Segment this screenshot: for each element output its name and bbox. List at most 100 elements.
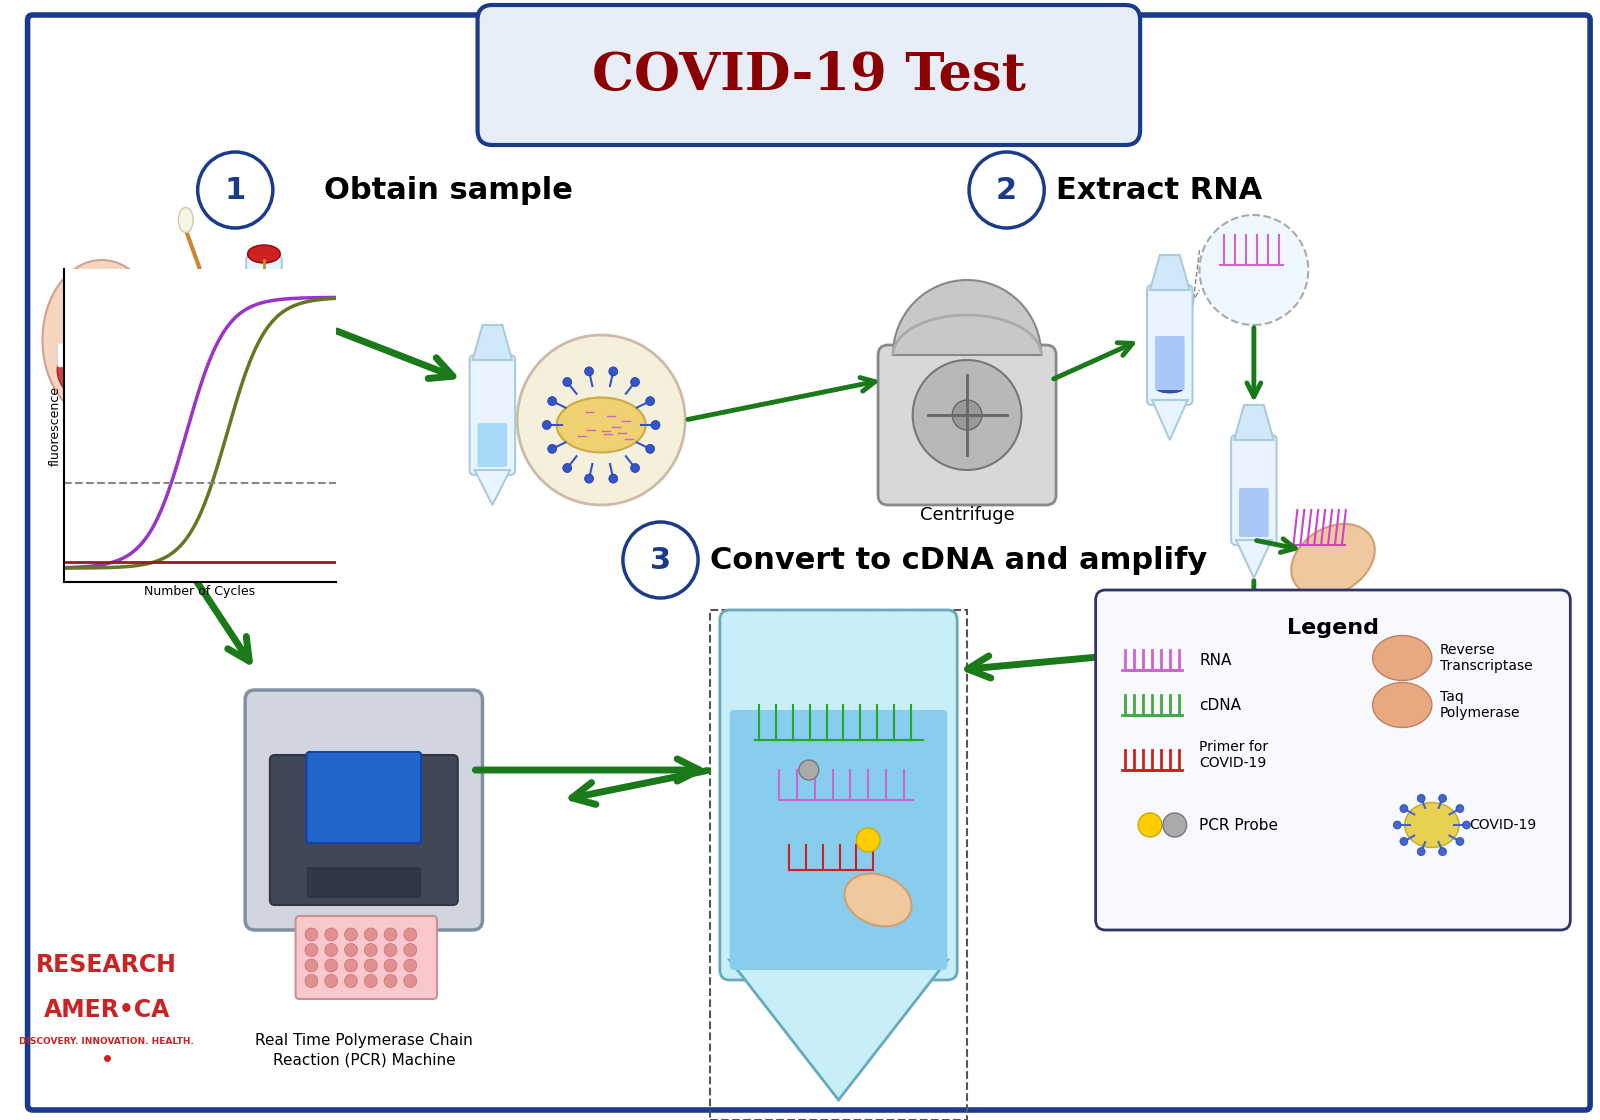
Circle shape [1456, 838, 1464, 846]
Ellipse shape [845, 874, 912, 926]
Circle shape [610, 367, 618, 376]
Circle shape [1200, 215, 1309, 325]
FancyBboxPatch shape [1238, 488, 1269, 536]
FancyBboxPatch shape [251, 343, 277, 396]
Circle shape [306, 974, 318, 988]
Circle shape [970, 152, 1045, 228]
FancyBboxPatch shape [27, 15, 1590, 1110]
Circle shape [344, 943, 357, 956]
Circle shape [1163, 813, 1187, 837]
FancyBboxPatch shape [470, 355, 515, 475]
Text: COVID-19: COVID-19 [1469, 818, 1536, 832]
Circle shape [403, 959, 416, 972]
Polygon shape [1234, 405, 1274, 440]
Circle shape [325, 943, 338, 956]
Circle shape [344, 959, 357, 972]
Circle shape [306, 959, 318, 972]
FancyBboxPatch shape [477, 4, 1141, 144]
Circle shape [547, 445, 557, 454]
FancyBboxPatch shape [1230, 435, 1277, 545]
Circle shape [622, 522, 698, 598]
Ellipse shape [1373, 635, 1432, 681]
Text: Real Time Polymerase Chain
Reaction (PCR) Machine: Real Time Polymerase Chain Reaction (PCR… [254, 1033, 472, 1067]
Circle shape [384, 974, 397, 988]
Ellipse shape [178, 207, 194, 233]
Y-axis label: fluorescence: fluorescence [48, 385, 61, 466]
FancyBboxPatch shape [730, 710, 947, 970]
Polygon shape [472, 325, 512, 360]
Circle shape [403, 943, 416, 956]
Circle shape [630, 377, 640, 386]
Ellipse shape [43, 260, 162, 420]
Text: Centrifuge: Centrifuge [920, 506, 1014, 524]
Circle shape [563, 377, 571, 386]
Polygon shape [1237, 540, 1272, 578]
FancyBboxPatch shape [1147, 284, 1192, 405]
Text: RESEARCH: RESEARCH [37, 953, 178, 977]
Circle shape [1418, 794, 1426, 802]
Text: 3: 3 [650, 545, 670, 575]
Circle shape [365, 943, 378, 956]
Text: Extract RNA: Extract RNA [1056, 176, 1262, 205]
Ellipse shape [557, 398, 646, 452]
Text: Obtain sample: Obtain sample [325, 176, 573, 205]
Circle shape [1400, 804, 1408, 812]
Circle shape [912, 360, 1021, 470]
FancyBboxPatch shape [246, 256, 282, 404]
Text: Reverse
Transcriptase: Reverse Transcriptase [1440, 643, 1533, 673]
Circle shape [584, 474, 594, 483]
Text: Legend: Legend [1286, 618, 1379, 638]
Circle shape [517, 335, 685, 505]
Ellipse shape [250, 390, 278, 402]
Ellipse shape [1405, 803, 1459, 848]
Circle shape [1456, 804, 1464, 812]
Circle shape [584, 367, 594, 376]
Ellipse shape [218, 334, 232, 356]
Circle shape [365, 928, 378, 941]
Circle shape [306, 943, 318, 956]
Circle shape [325, 959, 338, 972]
Polygon shape [730, 960, 947, 1100]
X-axis label: Number of Cycles: Number of Cycles [144, 585, 256, 598]
Text: PCR Probe: PCR Probe [1200, 818, 1278, 832]
Circle shape [856, 828, 880, 852]
Circle shape [403, 974, 416, 988]
FancyBboxPatch shape [477, 423, 507, 467]
Ellipse shape [1373, 682, 1432, 728]
Circle shape [365, 974, 378, 988]
Circle shape [306, 928, 318, 941]
Text: 1: 1 [224, 176, 246, 205]
Circle shape [798, 760, 819, 780]
Circle shape [646, 445, 654, 454]
Circle shape [1438, 794, 1446, 802]
Circle shape [384, 959, 397, 972]
Text: Analyze
Result: Analyze Result [117, 338, 240, 401]
Circle shape [344, 928, 357, 941]
FancyBboxPatch shape [58, 343, 146, 367]
FancyBboxPatch shape [270, 755, 458, 905]
FancyBboxPatch shape [1155, 336, 1184, 390]
Circle shape [1462, 821, 1470, 829]
FancyBboxPatch shape [245, 690, 483, 930]
Circle shape [563, 464, 571, 473]
Ellipse shape [1155, 383, 1184, 393]
Wedge shape [893, 280, 1042, 355]
Polygon shape [1150, 255, 1189, 290]
Circle shape [610, 474, 618, 483]
Circle shape [384, 943, 397, 956]
Circle shape [1418, 848, 1426, 856]
Text: 2: 2 [997, 176, 1018, 205]
Ellipse shape [77, 278, 126, 312]
Circle shape [630, 464, 640, 473]
Circle shape [325, 928, 338, 941]
Ellipse shape [248, 245, 280, 263]
Text: DISCOVERY. INNOVATION. HEALTH.: DISCOVERY. INNOVATION. HEALTH. [19, 1037, 194, 1046]
Circle shape [1400, 838, 1408, 846]
Circle shape [198, 152, 274, 228]
FancyBboxPatch shape [307, 868, 421, 897]
FancyBboxPatch shape [878, 345, 1056, 505]
Circle shape [1394, 821, 1402, 829]
FancyBboxPatch shape [296, 916, 437, 999]
Text: cDNA: cDNA [1200, 698, 1242, 712]
Ellipse shape [70, 365, 134, 395]
